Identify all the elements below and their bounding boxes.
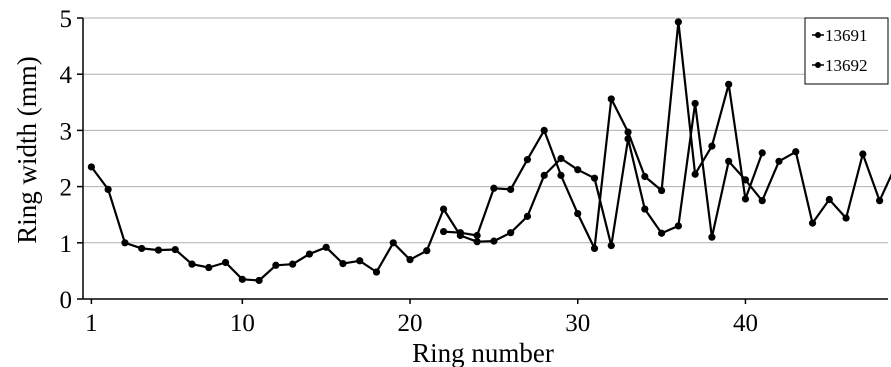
data-point-13691-21 (423, 247, 431, 255)
data-point-13692-34 (641, 172, 649, 181)
data-point-13691-18 (372, 268, 381, 276)
data-point-13691-9 (221, 258, 230, 267)
legend-item-13691: 13691 (812, 26, 868, 45)
data-point-13691-32 (607, 242, 615, 250)
x-tick-label-30: 30 (565, 310, 590, 337)
data-point-13691-36 (674, 222, 682, 230)
data-point-13691-22 (439, 205, 448, 213)
series-13691 (87, 99, 891, 285)
data-point-13691-42 (775, 157, 783, 165)
data-point-13691-29 (557, 154, 565, 163)
data-point-13692-39 (725, 80, 733, 88)
data-point-13692-38 (708, 142, 716, 150)
data-point-13691-37 (691, 99, 699, 108)
data-point-13691-5 (154, 246, 163, 254)
grid (83, 17, 888, 244)
x-tick-label-1: 1 (85, 310, 98, 337)
data-point-13691-4 (138, 244, 146, 253)
data-point-13691-14 (305, 250, 314, 258)
data-point-13691-16 (339, 259, 347, 268)
data-point-13691-41 (758, 197, 766, 205)
data-point-13691-28 (540, 171, 548, 179)
y-tick-label-0: 0 (60, 287, 73, 314)
data-point-13692-24 (473, 231, 481, 240)
data-point-13691-39 (725, 157, 733, 165)
data-point-13692-23 (456, 229, 464, 237)
data-point-13692-31 (590, 244, 599, 253)
y-tick-label-2: 2 (60, 175, 73, 202)
data-point-13691-15 (322, 243, 330, 251)
data-point-13691-48 (876, 197, 884, 205)
legend: 13691 13692 (804, 17, 889, 85)
data-point-13692-37 (691, 170, 699, 178)
x-axis-title: Ring number (412, 338, 554, 367)
series-layer (87, 18, 891, 285)
y-tick-label-1: 1 (60, 231, 73, 258)
series-line-13691 (90, 102, 891, 282)
legend-label-13691: 13691 (825, 26, 868, 45)
data-point-13691-10 (238, 275, 246, 283)
data-point-13691-31 (590, 174, 599, 182)
y-tick-label-3: 3 (60, 118, 73, 145)
data-point-13691-25 (490, 237, 498, 245)
data-point-13692-26 (507, 185, 515, 194)
data-point-13692-22 (439, 227, 448, 236)
data-point-13691-3 (121, 239, 129, 247)
data-point-13691-19 (389, 239, 397, 247)
data-point-13692-30 (574, 209, 582, 218)
data-point-13691-34 (641, 205, 649, 213)
axes (77, 17, 888, 304)
data-point-13691-17 (356, 257, 364, 265)
data-point-13691-7 (188, 260, 196, 268)
legend-box (804, 17, 889, 85)
data-point-13691-35 (657, 229, 666, 237)
x-tick-label-20: 20 (398, 310, 423, 337)
data-point-13691-26 (507, 229, 515, 237)
data-point-13691-13 (289, 260, 297, 268)
data-point-13691-46 (842, 214, 850, 222)
data-point-13692-32 (607, 95, 615, 103)
data-point-13692-33 (624, 128, 632, 136)
data-point-13692-41 (758, 149, 766, 157)
data-point-13692-29 (557, 171, 565, 179)
legend-item-13692: 13692 (812, 56, 868, 75)
data-point-13691-45 (825, 195, 833, 204)
y-tick-label-4: 4 (60, 62, 73, 89)
data-point-13691-27 (523, 212, 532, 220)
data-point-13691-2 (104, 185, 112, 194)
data-point-13691-1 (87, 163, 95, 171)
series-13692 (439, 18, 766, 253)
data-point-13692-28 (540, 126, 548, 134)
data-point-13691-6 (171, 245, 179, 254)
data-point-13691-8 (205, 263, 213, 272)
data-point-13692-36 (674, 18, 682, 26)
data-point-13691-47 (859, 150, 867, 158)
data-point-13691-20 (406, 256, 414, 264)
x-tick-label-10: 10 (230, 310, 255, 337)
data-point-13692-40 (741, 195, 750, 203)
data-point-13691-30 (574, 166, 582, 174)
data-point-13691-43 (792, 148, 800, 156)
data-point-13692-35 (657, 186, 666, 195)
data-point-13691-11 (255, 276, 263, 285)
data-point-13692-25 (490, 184, 498, 192)
data-point-13691-38 (708, 233, 716, 241)
legend-marker-13692 (815, 62, 821, 68)
y-tick-label-5: 5 (60, 6, 73, 33)
x-tick-label-40: 40 (733, 310, 758, 337)
data-point-13691-12 (272, 261, 280, 269)
legend-marker-13691 (815, 32, 821, 38)
legend-label-13692: 13692 (825, 56, 868, 75)
data-point-13692-27 (523, 156, 532, 164)
data-point-13691-24 (473, 238, 481, 246)
data-point-13691-44 (808, 219, 817, 227)
y-axis-title: Ring width (mm) (12, 56, 42, 244)
